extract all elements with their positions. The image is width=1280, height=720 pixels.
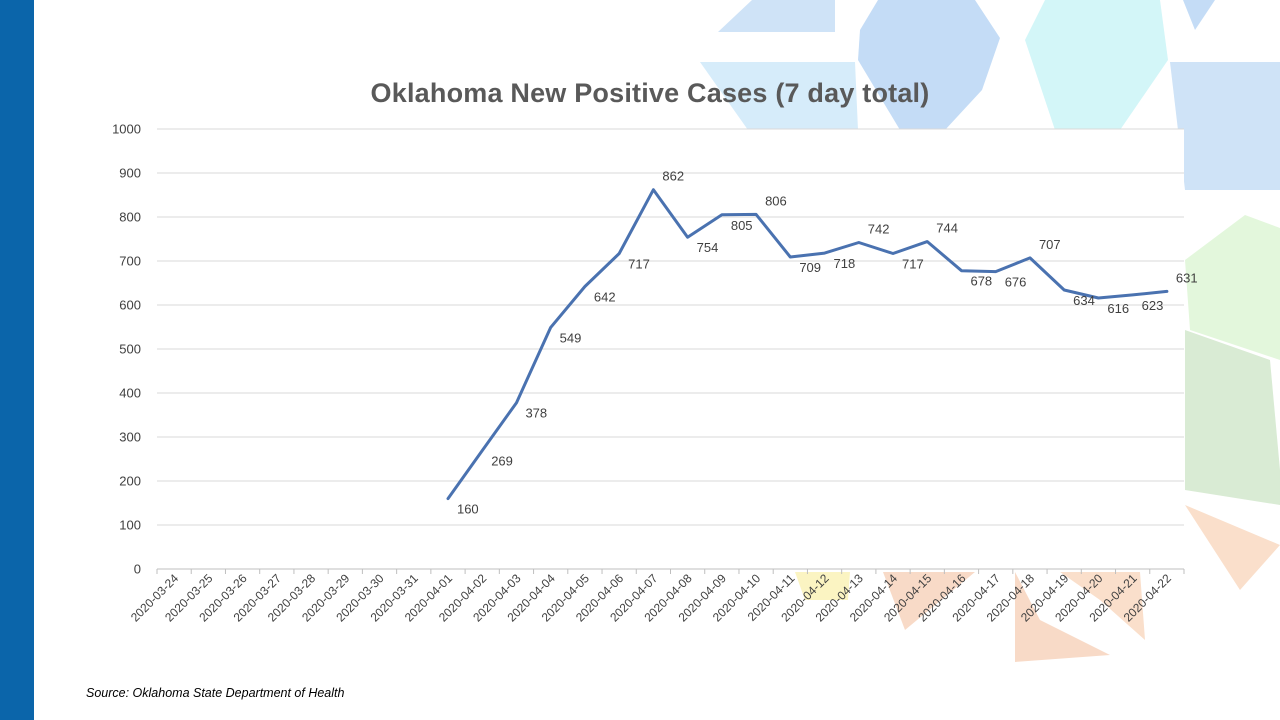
- data-label: 269: [491, 454, 513, 469]
- y-tick-label: 200: [119, 474, 141, 489]
- data-label: 549: [560, 330, 582, 345]
- data-label: 676: [1005, 275, 1027, 290]
- y-tick-label: 600: [119, 298, 141, 313]
- data-label: 160: [457, 502, 479, 517]
- y-tick-label: 500: [119, 342, 141, 357]
- data-label: 631: [1176, 270, 1198, 285]
- data-label: 709: [799, 260, 821, 275]
- y-tick-label: 300: [119, 430, 141, 445]
- left-accent-bar: [0, 0, 34, 720]
- y-tick-label: 400: [119, 386, 141, 401]
- data-label: 717: [902, 257, 924, 272]
- x-axis: [156, 568, 1185, 574]
- data-label: 378: [525, 406, 547, 421]
- data-label: 718: [834, 256, 856, 271]
- y-tick-label: 800: [119, 210, 141, 225]
- y-tick-label: 1000: [112, 122, 141, 137]
- data-label: 642: [594, 290, 616, 305]
- y-tick-label: 700: [119, 254, 141, 269]
- data-label: 634: [1073, 293, 1095, 308]
- data-label: 744: [936, 221, 958, 236]
- data-label: 623: [1142, 298, 1164, 313]
- data-labels: 160 269 378 549 642 717 862 754 805 806 709 718 742 7…: [457, 169, 1198, 517]
- data-label: 862: [662, 169, 684, 184]
- data-label: 616: [1107, 301, 1129, 316]
- data-label: 707: [1039, 237, 1061, 252]
- data-label: 806: [765, 193, 787, 208]
- y-axis-ticks: 0 100 200 300 400 500 600 700 800 900 1000: [112, 122, 141, 577]
- y-tick-label: 0: [134, 562, 141, 577]
- data-label: 717: [628, 257, 650, 272]
- data-label: 678: [970, 274, 992, 289]
- series-line: [446, 188, 1169, 501]
- y-tick-label: 100: [119, 518, 141, 533]
- x-axis-ticks: 2020-03-242020-03-252020-03-262020-03-27…: [128, 571, 1174, 625]
- chart-title: Oklahoma New Positive Cases (7 day total…: [370, 78, 930, 108]
- data-label: 805: [731, 218, 753, 233]
- gridlines: [157, 128, 1184, 526]
- source-note: Source: Oklahoma State Department of Hea…: [86, 686, 345, 700]
- data-label: 742: [868, 222, 890, 237]
- data-label: 754: [697, 240, 719, 255]
- y-tick-label: 900: [119, 166, 141, 181]
